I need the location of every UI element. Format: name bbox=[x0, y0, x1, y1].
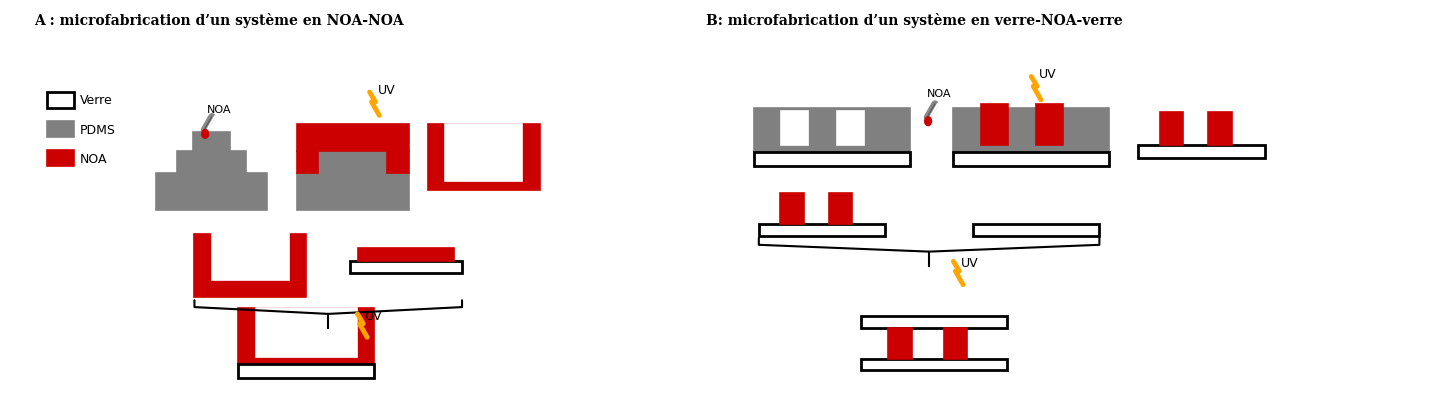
Bar bbox=[889, 328, 912, 359]
Bar bbox=[446, 125, 522, 181]
Bar bbox=[861, 359, 1007, 371]
Bar bbox=[837, 111, 864, 145]
Bar bbox=[256, 308, 357, 357]
Bar bbox=[974, 225, 1100, 237]
Bar bbox=[754, 109, 910, 153]
Bar bbox=[429, 125, 539, 191]
Bar bbox=[943, 328, 966, 359]
Text: NOA: NOA bbox=[928, 89, 952, 99]
Bar bbox=[387, 152, 408, 173]
Bar bbox=[211, 227, 289, 280]
Bar bbox=[239, 308, 374, 364]
Text: B: microfabrication d’un système en verre-NOA-verre: B: microfabrication d’un système en verr… bbox=[706, 13, 1123, 28]
Bar bbox=[155, 173, 267, 210]
Bar bbox=[318, 152, 387, 173]
Bar bbox=[296, 125, 408, 152]
Bar bbox=[296, 152, 318, 173]
Text: UV: UV bbox=[365, 309, 383, 322]
Bar bbox=[781, 111, 808, 145]
Text: NOA: NOA bbox=[207, 105, 232, 115]
Text: PDMS: PDMS bbox=[79, 123, 115, 136]
Bar bbox=[177, 152, 246, 173]
Bar bbox=[239, 364, 374, 378]
Bar bbox=[981, 104, 1008, 145]
Bar bbox=[861, 328, 1007, 359]
Bar bbox=[1139, 145, 1265, 159]
Bar bbox=[953, 109, 1109, 153]
Ellipse shape bbox=[201, 130, 209, 139]
Text: NOA: NOA bbox=[79, 152, 108, 165]
Bar bbox=[861, 316, 1007, 328]
Bar bbox=[46, 151, 73, 166]
Bar bbox=[46, 122, 73, 137]
Text: UV: UV bbox=[377, 84, 395, 97]
Bar bbox=[194, 234, 306, 298]
Bar bbox=[828, 194, 853, 225]
Bar bbox=[296, 173, 408, 210]
Bar bbox=[193, 132, 230, 152]
Text: UV: UV bbox=[1040, 68, 1057, 81]
Bar bbox=[46, 93, 73, 109]
Bar bbox=[953, 153, 1109, 166]
Text: UV: UV bbox=[961, 256, 979, 269]
Bar bbox=[358, 248, 454, 262]
Ellipse shape bbox=[925, 117, 932, 126]
Bar bbox=[349, 262, 462, 273]
Bar bbox=[759, 225, 886, 237]
Text: Verre: Verre bbox=[79, 94, 112, 107]
Text: A : microfabrication d’un système en NOA-NOA: A : microfabrication d’un système en NOA… bbox=[35, 13, 404, 28]
Bar bbox=[1159, 112, 1183, 145]
Bar bbox=[1037, 104, 1063, 145]
Bar bbox=[1208, 112, 1232, 145]
Bar bbox=[781, 194, 804, 225]
Bar bbox=[754, 153, 910, 166]
